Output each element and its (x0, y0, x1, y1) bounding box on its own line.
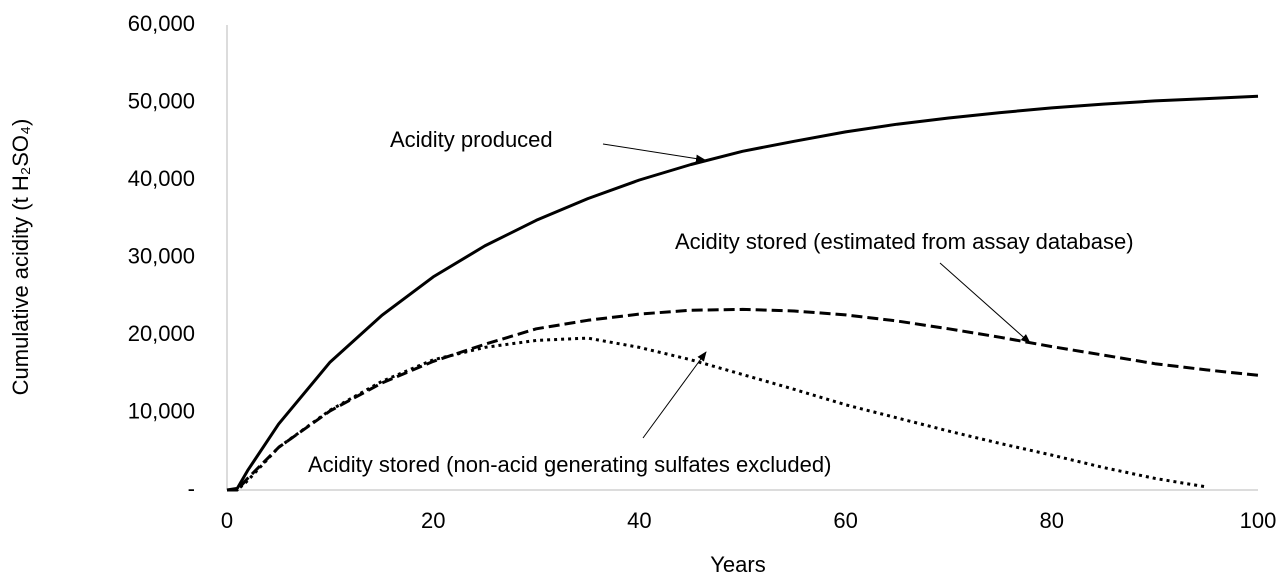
y-tick-label: 60,000 (128, 11, 195, 36)
x-tick-label: 40 (627, 508, 651, 533)
y-tick-label: 30,000 (128, 243, 195, 268)
annotation-arrow (939, 262, 1031, 344)
y-tick-label: 40,000 (128, 166, 195, 191)
annotation-arrow (602, 143, 706, 163)
y-tick-label: 10,000 (128, 398, 195, 423)
y-tick-label: 50,000 (128, 88, 195, 113)
annotation: Acidity stored (non-acid generating sulf… (308, 452, 831, 477)
x-tick-label: 20 (421, 508, 445, 533)
x-tick-label: 80 (1040, 508, 1064, 533)
annotation-arrow (642, 351, 707, 439)
y-tick-label: - (188, 476, 195, 501)
annotation: Acidity stored (estimated from assay dat… (675, 229, 1134, 254)
y-tick-label: 20,000 (128, 321, 195, 346)
line-series (227, 336, 1207, 492)
y-axis-label: Cumulative acidity (t H₂SO₄) (8, 119, 33, 396)
line-series (226, 94, 1259, 492)
x-tick-label: 100 (1240, 508, 1277, 533)
annotation: Acidity produced (390, 127, 553, 152)
x-axis-label: Years (710, 552, 765, 577)
x-tick-label: 60 (833, 508, 857, 533)
x-tick-label: 0 (221, 508, 233, 533)
